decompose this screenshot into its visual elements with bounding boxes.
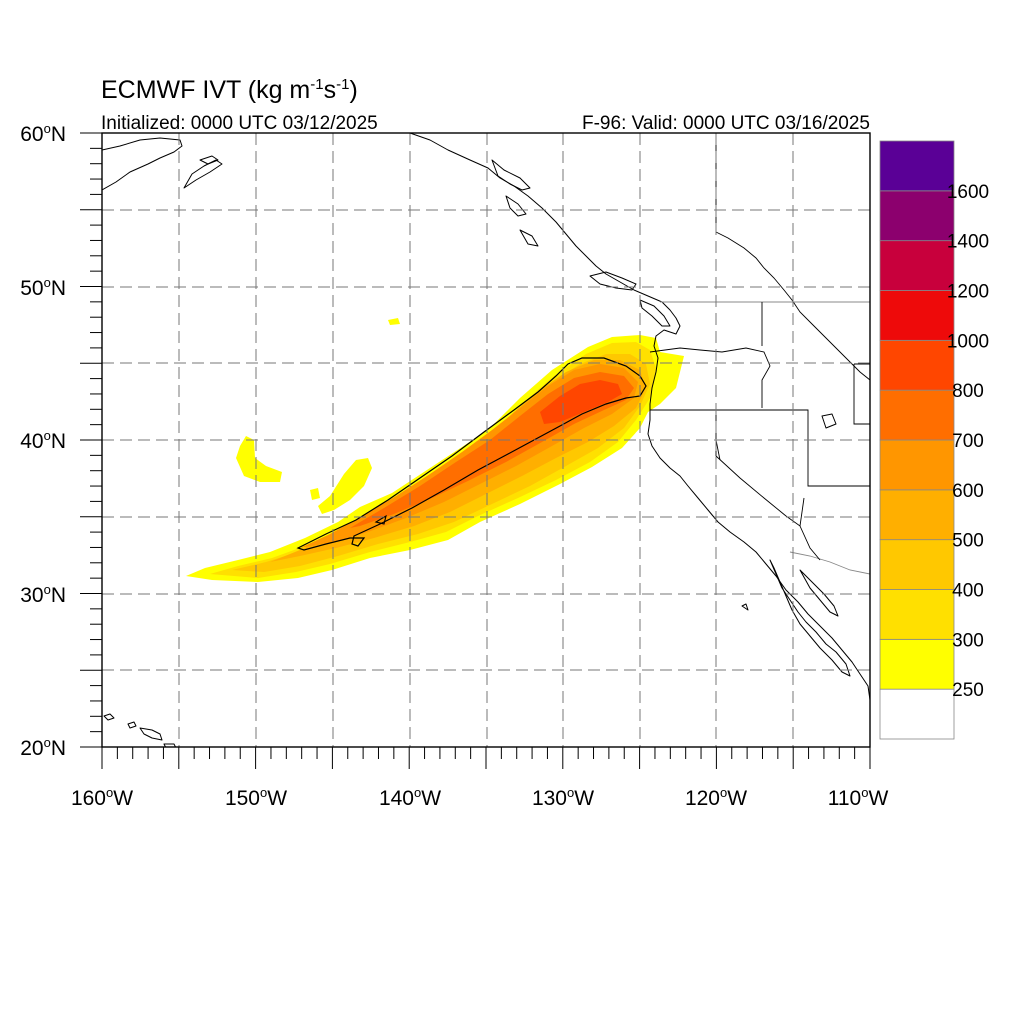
colorbar-label: 250 (952, 680, 984, 701)
colorbar-box (879, 190, 955, 242)
colorbar-box (879, 339, 955, 391)
colorbar-label: 300 (952, 630, 984, 651)
figure-title: ECMWF IVT (kg m-1s-1) (101, 76, 358, 104)
political-borders (649, 133, 870, 575)
ivt-250-patch-d (388, 318, 400, 325)
lat-label-60: 60oN (20, 121, 66, 146)
lat-label-30: 30oN (20, 582, 66, 607)
ivt-250-patch-a (236, 436, 282, 482)
colorbar-box (879, 589, 955, 640)
lon-label-140w: 140oW (379, 785, 441, 810)
colorbar-box (879, 638, 955, 690)
colorbar-label: 500 (952, 531, 984, 552)
colorbar-box (879, 688, 955, 740)
lon-label-160w: 160oW (71, 785, 133, 810)
ivt-250-patch-c (310, 488, 320, 500)
colorbar-label: 800 (952, 381, 984, 402)
valid-time-text: F-96: Valid: 0000 UTC 03/16/2025 (582, 113, 870, 134)
colorbar-label: 1000 (947, 331, 989, 352)
axis-ticks (80, 132, 871, 769)
colorbar-box (879, 389, 955, 441)
lat-label-50: 50oN (20, 275, 66, 300)
colorbar: 250 300 400 500 600 700 800 1000 1200 1400 1600 (879, 140, 989, 740)
colorbar-label: 1200 (947, 282, 989, 303)
colorbar-label: 400 (952, 581, 984, 602)
colorbar-box (879, 539, 955, 590)
colorbar-box (879, 240, 955, 291)
lon-label-150w: 150oW (225, 785, 287, 810)
colorbar-label: 700 (952, 431, 984, 452)
colorbar-box (879, 140, 955, 192)
ivt-250-patch-b (318, 458, 372, 514)
latitude-labels: 60oN 50oN 40oN 30oN 20oN (20, 121, 66, 760)
lon-label-110w: 110oW (828, 785, 889, 810)
lat-label-40: 40oN (20, 428, 66, 453)
colorbar-label: 600 (952, 481, 984, 502)
lat-label-20: 20oN (20, 735, 66, 760)
coastlines (102, 133, 870, 747)
colorbar-box (879, 489, 955, 541)
ivt-800-fill (540, 380, 622, 424)
colorbar-label: 1600 (947, 182, 989, 203)
colorbar-label: 1400 (947, 232, 989, 253)
longitude-labels: 160oW 150oW 140oW 130oW 120oW 110oW (71, 785, 889, 810)
colorbar-box (879, 290, 955, 341)
map-panel (102, 133, 870, 747)
ivt-500-contour-hole (374, 514, 387, 525)
lat-lon-grid (102, 133, 870, 747)
lon-label-130w: 130oW (532, 785, 594, 810)
initialized-text: Initialized: 0000 UTC 03/12/2025 (101, 113, 378, 134)
lon-label-120w: 120oW (685, 785, 747, 810)
colorbar-box (879, 439, 955, 491)
